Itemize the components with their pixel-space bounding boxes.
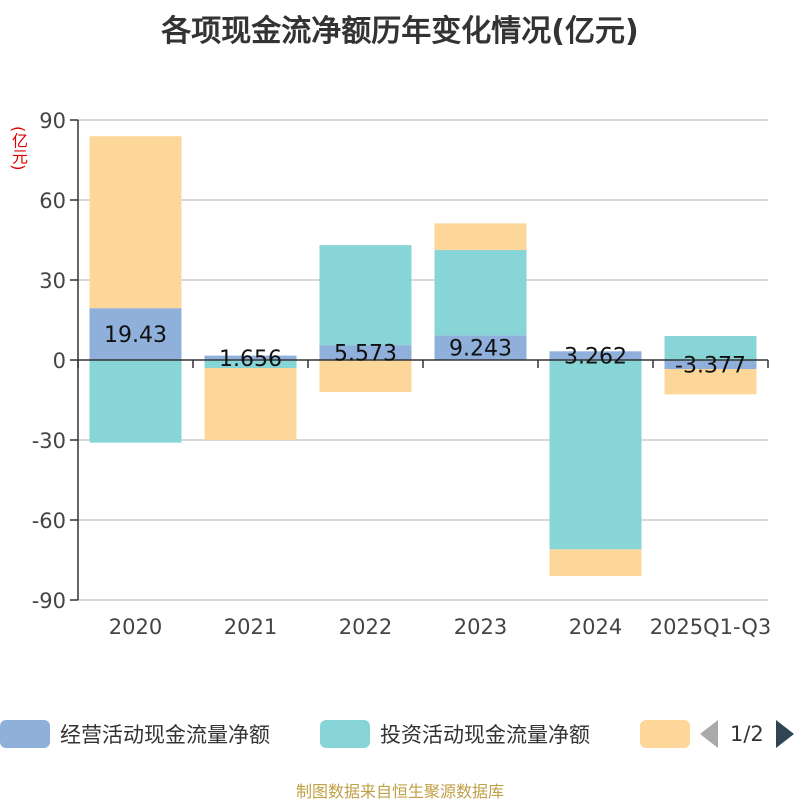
y-tick-label: 90 xyxy=(39,109,66,133)
bar-segment-financing[interactable] xyxy=(204,368,297,440)
y-tick-label: 30 xyxy=(39,269,66,293)
y-tick-label: 0 xyxy=(53,349,66,373)
legend-label-investing: 投资活动现金流量净额 xyxy=(380,723,590,747)
legend-item-financing[interactable] xyxy=(640,716,700,752)
x-tick-label: 2021 xyxy=(224,615,277,639)
data-label: -3.377 xyxy=(675,354,746,379)
legend-pager: 1/2 xyxy=(700,716,794,752)
bar-segment-investing[interactable] xyxy=(549,360,642,550)
legend-next-page-icon[interactable] xyxy=(775,720,794,748)
legend-label-operating: 经营活动现金流量净额 xyxy=(60,723,270,747)
x-tick-label: 2020 xyxy=(109,615,162,639)
bar-segment-investing[interactable] xyxy=(204,360,297,368)
data-label: 1.656 xyxy=(219,347,282,372)
bar-segment-investing[interactable] xyxy=(664,336,757,360)
bar-segment-financing[interactable] xyxy=(664,369,757,395)
y-tick-label: -60 xyxy=(32,509,66,533)
data-label: 5.573 xyxy=(334,342,397,367)
bar-segment-operating[interactable] xyxy=(664,360,757,370)
bar-segment-operating[interactable] xyxy=(319,345,412,360)
bar-segment-financing[interactable] xyxy=(89,136,182,309)
bar-segment-investing[interactable] xyxy=(89,360,182,443)
legend-swatch-investing xyxy=(320,720,370,748)
y-tick-label: -90 xyxy=(32,589,66,613)
bar-segment-operating[interactable] xyxy=(89,308,182,360)
bar-segment-investing[interactable] xyxy=(319,245,412,346)
x-tick-label: 2022 xyxy=(339,615,392,639)
bar-segment-investing[interactable] xyxy=(434,250,527,336)
legend-swatch-financing xyxy=(640,720,690,748)
chart-title: 各项现金流净额历年变化情况(亿元) xyxy=(161,14,639,49)
bar-segment-financing[interactable] xyxy=(434,223,527,251)
legend-prev-page-icon[interactable] xyxy=(700,720,718,748)
data-label: 9.243 xyxy=(449,337,512,362)
data-labels: 19.43 1.656 5.573 9.243 3.262 -3.377 xyxy=(104,323,746,378)
legend-item-investing[interactable]: 投资活动现金流量净额 xyxy=(320,716,590,752)
legend-page-indicator: 1/2 xyxy=(730,722,764,746)
bar-stacks xyxy=(89,136,757,576)
x-tick-label: 2025Q1-Q3 xyxy=(650,615,772,639)
x-tick-label: 2023 xyxy=(454,615,507,639)
bar-segment-operating[interactable] xyxy=(434,335,527,360)
data-source-note: 制图数据来自恒生聚源数据库 xyxy=(295,782,504,801)
bar-segment-financing[interactable] xyxy=(549,549,642,576)
x-tick-label: 2024 xyxy=(569,615,622,639)
legend: 经营活动现金流量净额 投资活动现金流量净额 1/2 xyxy=(0,716,800,752)
axes: 90 60 30 0 -30 -60 -90 2020 2021 2022 2023 2024 2025… xyxy=(32,109,772,639)
bar-segment-operating[interactable] xyxy=(204,355,297,360)
bar-segment-operating[interactable] xyxy=(549,351,642,360)
chart-canvas: 90 60 30 0 -30 -60 -90 2020 2021 2022 2023 2024 2025… xyxy=(32,109,772,639)
y-tick-label: -30 xyxy=(32,429,66,453)
legend-item-operating[interactable]: 经营活动现金流量净额 xyxy=(0,716,270,752)
gridlines xyxy=(78,119,768,601)
data-label: 3.262 xyxy=(564,345,627,370)
y-tick-label: 60 xyxy=(39,189,66,213)
legend-swatch-operating xyxy=(0,720,50,748)
bar-segment-financing[interactable] xyxy=(319,360,412,392)
data-label: 19.43 xyxy=(104,323,167,348)
y-axis-unit-label: (亿元) xyxy=(9,126,28,171)
